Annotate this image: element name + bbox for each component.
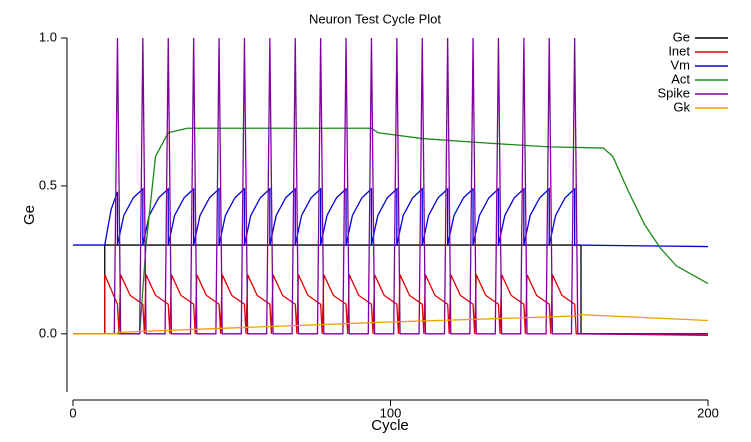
legend-label: Inet — [668, 43, 690, 58]
legend-label: Vm — [671, 57, 691, 72]
y-tick-label: 0.5 — [39, 177, 57, 192]
x-axis-label: Cycle — [371, 417, 409, 434]
legend-label: Gk — [673, 99, 690, 114]
series-line — [73, 274, 709, 336]
series-line — [73, 244, 708, 335]
legend-label: Act — [671, 71, 690, 86]
legend-label: Ge — [673, 29, 690, 44]
y-axis-label: Ge — [21, 205, 38, 225]
series-line — [73, 187, 709, 248]
series-line — [73, 313, 709, 335]
y-tick-label: 1.0 — [39, 29, 57, 44]
y-tick-label: 0.0 — [39, 325, 57, 340]
x-tick-label: 100 — [380, 405, 402, 420]
series-line — [73, 127, 709, 335]
legend-label: Spike — [657, 85, 690, 100]
x-tick-label: 200 — [697, 405, 719, 420]
chart-title: Neuron Test Cycle Plot — [309, 11, 441, 26]
series-line — [73, 37, 708, 335]
x-tick-label: 0 — [69, 405, 76, 420]
